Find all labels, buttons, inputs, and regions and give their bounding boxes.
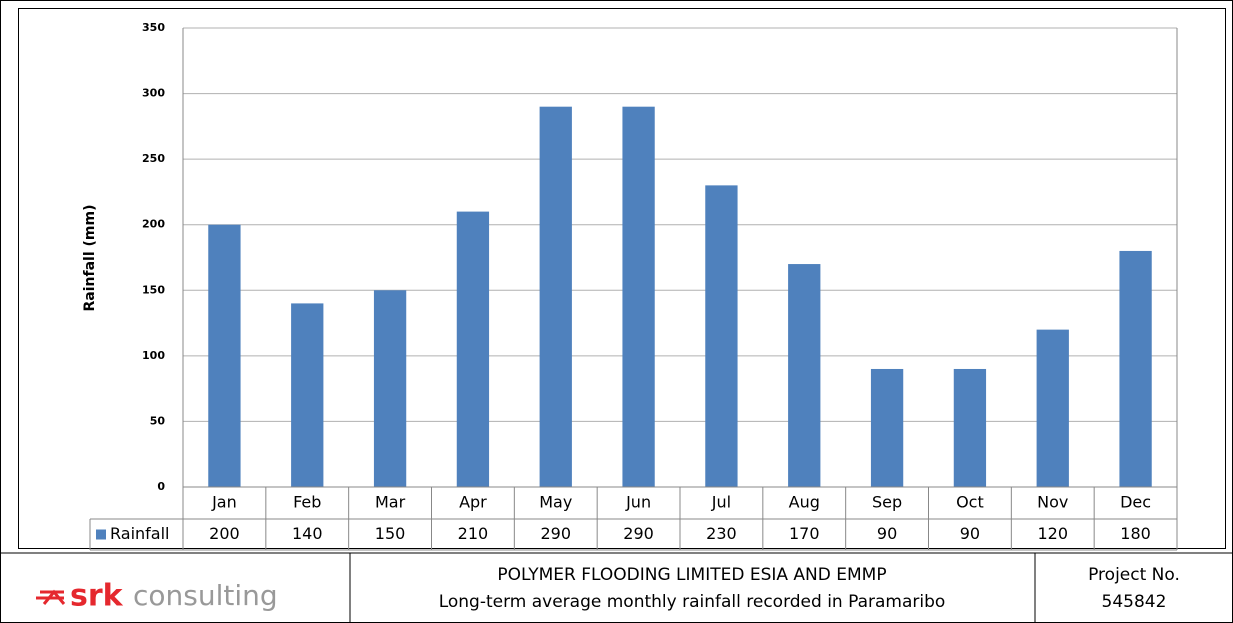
x-tick-label: Sep	[872, 493, 902, 512]
bar	[622, 106, 655, 487]
table-value: 210	[458, 524, 489, 543]
logo-text: consulting	[133, 579, 278, 612]
x-tick-label: Jan	[211, 493, 237, 512]
y-tick-label: 50	[150, 414, 166, 427]
x-tick-label: Mar	[375, 493, 406, 512]
y-tick-label: 150	[142, 283, 165, 296]
x-tick-label: Apr	[459, 493, 487, 512]
legend-label: Rainfall	[110, 524, 169, 543]
table-value: 170	[789, 524, 820, 543]
table-value: 90	[877, 524, 897, 543]
bar	[539, 106, 572, 487]
table-value: 200	[209, 524, 240, 543]
y-tick-label: 0	[157, 480, 165, 493]
y-tick-label: 200	[142, 218, 165, 231]
table-value: 290	[623, 524, 654, 543]
bar	[1036, 329, 1069, 487]
x-tick-label: May	[539, 493, 572, 512]
bar	[456, 211, 490, 487]
footer-title: POLYMER FLOODING LIMITED ESIA AND EMMP	[497, 565, 886, 585]
logo-mark: srk	[70, 579, 124, 614]
x-tick-label: Nov	[1037, 493, 1068, 512]
bar	[870, 368, 904, 487]
x-tick-label: Aug	[789, 493, 820, 512]
bar	[788, 264, 821, 487]
table-value: 140	[292, 524, 323, 543]
bar	[705, 185, 738, 487]
x-tick-label: Feb	[293, 493, 321, 512]
legend-key	[96, 529, 106, 540]
footer-subtitle: Long-term average monthly rainfall recor…	[439, 592, 946, 612]
logo-icon	[36, 589, 66, 605]
table-value: 90	[960, 524, 980, 543]
bar	[953, 368, 987, 487]
x-tick-label: Dec	[1120, 493, 1151, 512]
bar	[291, 303, 324, 487]
table-value: 290	[540, 524, 571, 543]
y-tick-label: 350	[142, 21, 165, 34]
bar	[1119, 250, 1152, 487]
table-value: 150	[375, 524, 406, 543]
project-label: Project No.	[1088, 565, 1180, 585]
y-tick-label: 300	[142, 87, 165, 100]
table-value: 180	[1120, 524, 1151, 543]
y-tick-label: 100	[142, 349, 165, 362]
bar	[373, 290, 407, 487]
y-axis-label: Rainfall (mm)	[82, 205, 98, 312]
project-number: 545842	[1102, 592, 1167, 612]
x-tick-label: Oct	[956, 493, 984, 512]
bar	[208, 224, 241, 487]
x-tick-label: Jul	[711, 493, 731, 512]
x-tick-label: Jun	[625, 493, 651, 512]
table-value: 230	[706, 524, 737, 543]
logo: srk consulting	[36, 579, 278, 614]
y-tick-label: 250	[142, 152, 165, 165]
table-value: 120	[1037, 524, 1068, 543]
